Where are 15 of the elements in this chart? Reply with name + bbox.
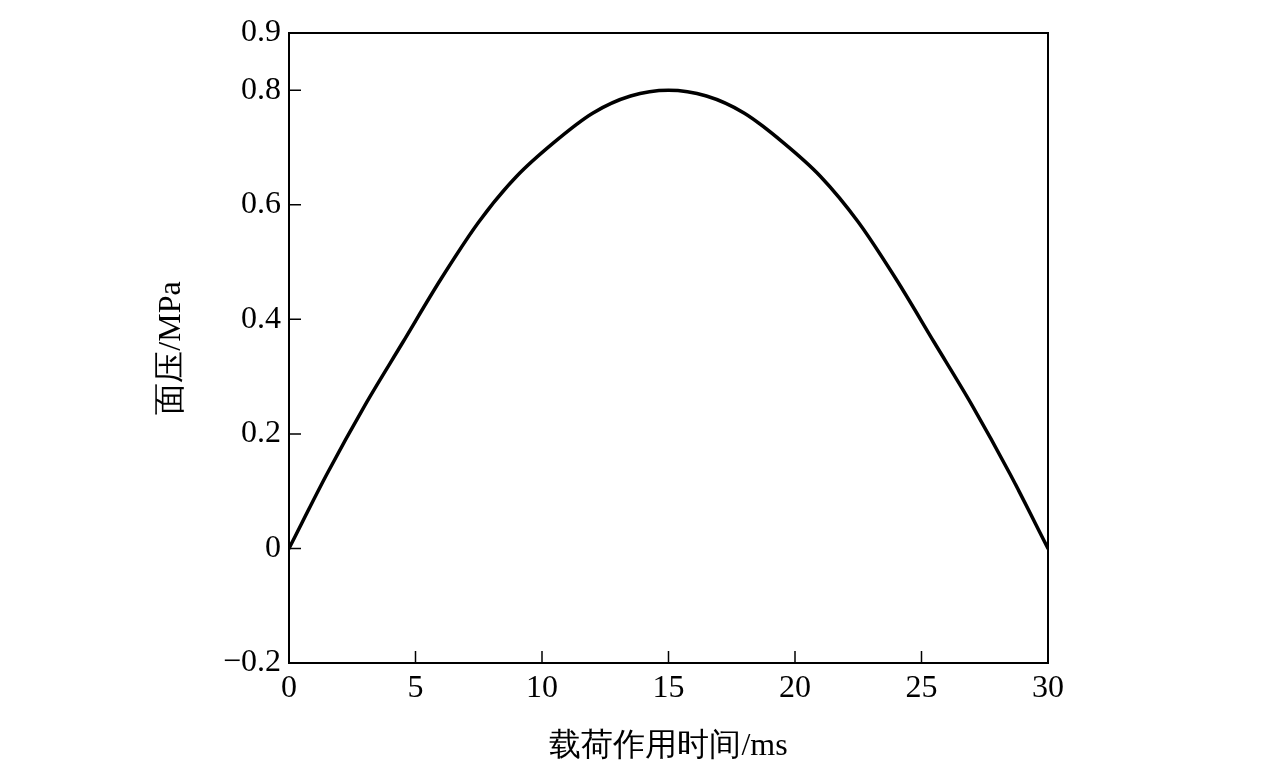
y-tick-label: 0.6 — [241, 184, 281, 221]
y-axis-title: 面压/MPa — [150, 281, 187, 415]
y-tick-label: 0 — [265, 527, 281, 564]
x-tick-label: 25 — [905, 667, 938, 704]
x-tick-label: 10 — [526, 667, 558, 704]
y-tick-label: 0.9 — [241, 12, 281, 49]
y-tick-label: −0.2 — [222, 642, 281, 679]
x-tick-label: 30 — [1032, 667, 1064, 704]
y-tick-label: 0.8 — [241, 69, 281, 106]
x-tick-label: 5 — [407, 667, 424, 704]
y-tick-label: 0.4 — [241, 298, 281, 335]
x-axis-title: 载荷作用时间/ms — [549, 726, 788, 763]
y-tick-label: 0.2 — [241, 413, 281, 450]
x-tick-label: 20 — [779, 667, 811, 704]
x-tick-label: 15 — [652, 667, 685, 704]
